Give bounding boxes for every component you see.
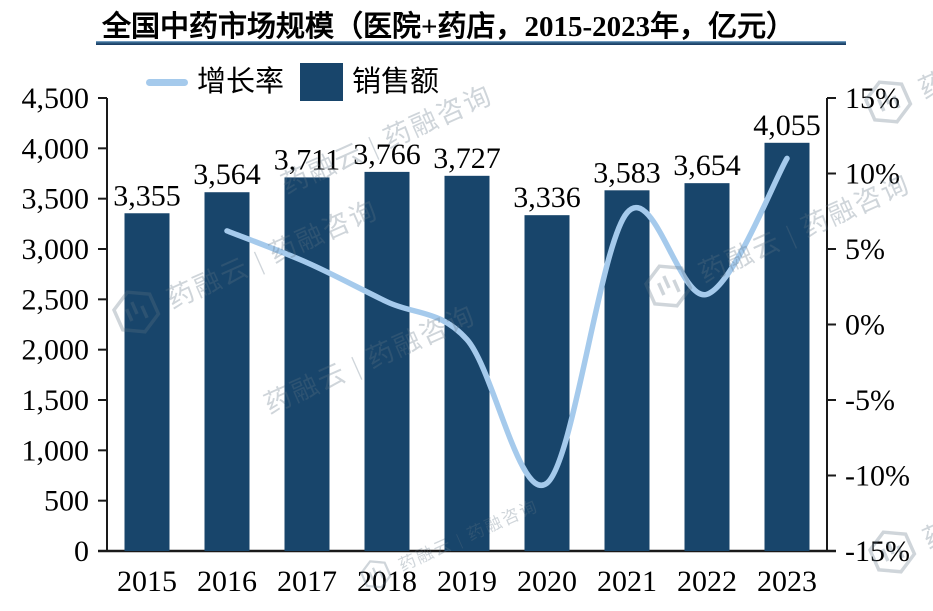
- right-axis-label: 0%: [845, 309, 885, 342]
- x-axis-label: 2021: [597, 565, 657, 598]
- right-axis-label: 5%: [845, 233, 885, 266]
- bar-value-label: 3,654: [673, 149, 741, 182]
- bar-value-label: 3,355: [113, 179, 181, 212]
- bar-value-label: 3,336: [513, 181, 581, 214]
- bar-2016: [204, 192, 250, 551]
- bar-2022: [684, 183, 730, 551]
- bar-value-label: 3,766: [353, 138, 421, 171]
- bar-2020: [524, 215, 570, 551]
- right-axis-label: 10%: [845, 158, 900, 191]
- x-axis-label: 2022: [677, 565, 737, 598]
- bar-value-label: 3,564: [193, 158, 261, 191]
- x-axis-label: 2023: [757, 565, 817, 598]
- bar-value-label: 4,055: [753, 109, 821, 142]
- x-axis-label: 2015: [117, 565, 177, 598]
- left-axis-label: 3,000: [22, 233, 90, 266]
- right-axis-label: -5%: [845, 384, 895, 417]
- bar-2015: [124, 213, 170, 551]
- x-axis-label: 2019: [437, 565, 497, 598]
- x-axis-label: 2020: [517, 565, 577, 598]
- bar-2023: [764, 142, 810, 551]
- sales-bar-swatch: [300, 63, 344, 101]
- growth-rate-line: [224, 155, 790, 489]
- x-axis-label: 2016: [197, 565, 257, 598]
- bar-value-label: 3,583: [593, 156, 661, 189]
- left-axis-label: 2,500: [22, 283, 90, 316]
- legend-label-growth-rate: 增长率: [197, 65, 285, 98]
- left-axis-label: 4,000: [22, 132, 90, 165]
- right-axis-label: -10%: [845, 460, 910, 493]
- growth-rate-line-swatch: [146, 78, 188, 86]
- chart-title: 全国中药市场规模（医院+药店，2015-2023年，亿元）: [102, 11, 796, 43]
- legend-label-sales: 销售额: [352, 65, 440, 98]
- right-axis-label: -15%: [845, 535, 910, 568]
- left-axis-label: 1,500: [22, 384, 90, 417]
- bar-value-label: 3,727: [433, 142, 501, 175]
- right-axis-label: 15%: [845, 82, 900, 115]
- left-axis-label: 2,000: [22, 334, 90, 367]
- bar-value-label: 3,711: [274, 143, 340, 176]
- left-axis-label: 500: [44, 485, 89, 518]
- left-axis-label: 4,500: [22, 82, 90, 115]
- legend-item-sales: 销售额: [300, 63, 439, 101]
- bar-2017: [284, 177, 330, 551]
- legend-item-growth-rate: 增长率: [146, 65, 285, 98]
- title-underline: [96, 41, 846, 45]
- left-axis-label: 1,000: [22, 434, 90, 467]
- x-axis-label: 2018: [357, 565, 417, 598]
- x-axis-label: 2017: [277, 565, 337, 598]
- left-axis-label: 3,500: [22, 183, 90, 216]
- left-axis-label: 0: [74, 535, 89, 568]
- chart-legend: 增长率 销售额: [146, 60, 439, 104]
- bar-2018: [364, 171, 410, 551]
